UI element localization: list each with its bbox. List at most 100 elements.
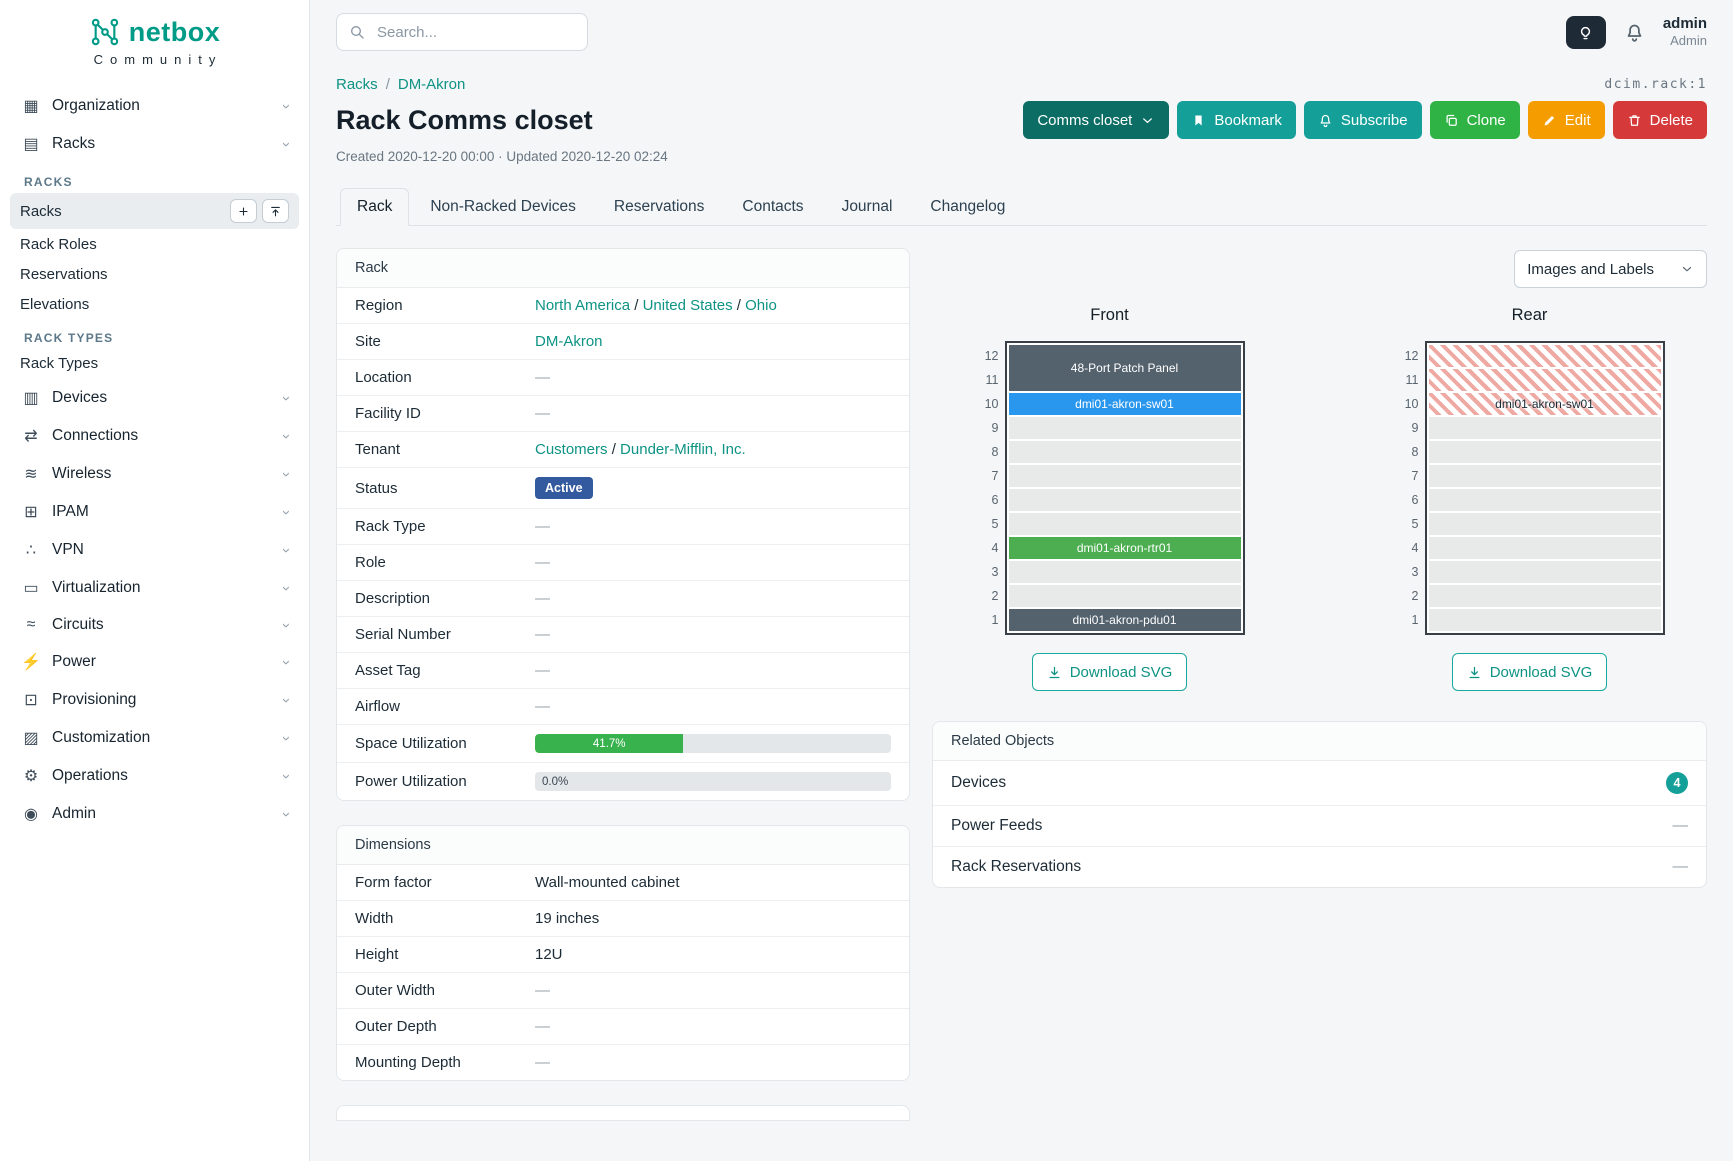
rack-unit-empty[interactable] <box>1008 441 1241 463</box>
sidebar-item-operations[interactable]: ⚙ Operations › <box>10 757 299 795</box>
rack-unit-empty[interactable] <box>1428 465 1661 487</box>
subscribe-button[interactable]: Subscribe <box>1303 101 1422 139</box>
rack-unit-empty[interactable] <box>1008 561 1241 583</box>
rack-unit-empty[interactable] <box>1428 585 1661 607</box>
comms-closet-button[interactable]: Comms closet <box>1023 101 1170 139</box>
netbox-logo-icon <box>89 16 121 48</box>
related-objects-title: Related Objects <box>933 722 1706 761</box>
sidebar-nav: ▦ Organization › ▤ Racks › RACKS Racks Rack Role… <box>0 73 309 847</box>
sidebar-item-label: Power <box>52 653 96 670</box>
download-rear-svg-button[interactable]: Download SVG <box>1451 653 1608 691</box>
rack-unit-empty[interactable] <box>1428 441 1661 463</box>
user-role: Admin <box>1670 33 1707 49</box>
edit-button[interactable]: Edit <box>1527 101 1605 139</box>
clone-button[interactable]: Clone <box>1429 101 1520 139</box>
link-north-america[interactable]: North America <box>535 297 631 314</box>
rack-unit-empty[interactable] <box>1428 609 1661 631</box>
user-menu[interactable]: admin Admin <box>1663 15 1707 50</box>
rack-unit-empty[interactable] <box>1428 417 1661 439</box>
sidebar-item-virtualization[interactable]: ▭ Virtualization › <box>10 569 299 607</box>
rack-unit-empty[interactable] <box>1008 489 1241 511</box>
sidebar-item-vpn[interactable]: ∴ VPN › <box>10 531 299 569</box>
sidebar-item-ipam[interactable]: ⊞ IPAM › <box>10 493 299 531</box>
sidebar-item-reservations[interactable]: Reservations <box>10 260 299 289</box>
virtualization-icon: ▭ <box>23 580 39 597</box>
sidebar-item-provisioning[interactable]: ⊡ Provisioning › <box>10 681 299 719</box>
tab-reservations[interactable]: Reservations <box>613 198 705 215</box>
unit-numbers: 12 11 10 9 8 7 6 5 4 3 2 1 <box>1395 341 1419 635</box>
search-box[interactable] <box>336 13 588 51</box>
import-racks-button[interactable] <box>262 199 289 223</box>
rack-unit-empty[interactable] <box>1428 537 1661 559</box>
sidebar-item-racks[interactable]: Racks <box>10 193 299 229</box>
device-label: dmi01-akron-sw01 <box>1495 397 1594 411</box>
sidebar-item-racks[interactable]: ▤ Racks › <box>10 125 299 163</box>
sidebar-item-elevations[interactable]: Elevations <box>10 290 299 319</box>
detail-value: — <box>535 1018 891 1035</box>
rack-unit-empty[interactable] <box>1008 585 1241 607</box>
detail-row-description: Description — <box>337 580 909 616</box>
rack-elevation: dmi01-akron-sw01 <box>1424 341 1665 635</box>
rack-unit-device[interactable]: dmi01-akron-rtr01 <box>1008 537 1241 559</box>
detail-row-facility-id: Facility ID — <box>337 395 909 431</box>
related-row-devices[interactable]: Devices 4 <box>933 761 1706 805</box>
unit-number: 7 <box>1411 469 1419 483</box>
detail-value: Active <box>535 477 891 499</box>
sidebar-item-rack-roles[interactable]: Rack Roles <box>10 230 299 259</box>
rack-unit-device[interactable]: 48-Port Patch Panel <box>1008 345 1241 391</box>
rack-unit-empty[interactable] <box>1008 465 1241 487</box>
brand-name[interactable]: netbox <box>128 16 221 47</box>
chevron-down-icon: › <box>278 773 295 779</box>
sidebar-item-admin[interactable]: ◉ Admin › <box>10 795 299 833</box>
detail-label: Site <box>355 333 381 350</box>
tab-non-racked-devices[interactable]: Non-Racked Devices <box>430 198 576 215</box>
rear-title: Rear <box>1511 306 1548 324</box>
sidebar-item-devices[interactable]: ▥ Devices › <box>10 379 299 417</box>
sidebar-item-customization[interactable]: ▨ Customization › <box>10 719 299 757</box>
notifications-bell-icon[interactable] <box>1624 22 1645 43</box>
images-labels-toggle[interactable]: Images and Labels <box>1514 250 1707 288</box>
sidebar-item-wireless[interactable]: ≋ Wireless › <box>10 455 299 493</box>
link-customers[interactable]: Customers <box>535 441 608 458</box>
button-label: Comms closet <box>1037 111 1133 129</box>
sidebar-item-connections[interactable]: ⇄ Connections › <box>10 417 299 455</box>
sidebar-item-rack-types[interactable]: Rack Types <box>10 349 299 378</box>
rack-unit-device[interactable]: dmi01-akron-sw01 <box>1008 393 1241 415</box>
link-dunder-mifflin-inc[interactable]: Dunder-Mifflin, Inc. <box>620 441 746 458</box>
tab-changelog[interactable]: Changelog <box>930 198 1006 215</box>
sidebar-item-organization[interactable]: ▦ Organization › <box>10 87 299 125</box>
download-front-svg-button[interactable]: Download SVG <box>1031 653 1188 691</box>
rack-unit-device[interactable]: dmi01-akron-pdu01 <box>1008 609 1241 631</box>
detail-value: — <box>535 626 891 643</box>
theme-toggle-button[interactable] <box>1565 15 1606 49</box>
breadcrumb-racks[interactable]: Racks <box>336 76 378 93</box>
link-ohio[interactable]: Ohio <box>745 297 777 314</box>
search-input[interactable] <box>375 22 575 42</box>
detail-label: Airflow <box>355 698 401 715</box>
sidebar-item-power[interactable]: ⚡ Power › <box>10 643 299 681</box>
tab-journal[interactable]: Journal <box>841 198 893 215</box>
link-united-states[interactable]: United States <box>642 297 733 314</box>
front-rack: 12 11 10 9 8 7 6 5 4 3 2 1 48-Port Patch Panel dmi01-… <box>975 341 1245 635</box>
main: admin Admin Racks / DM-Akron dcim.rack:1… <box>310 0 1733 1161</box>
add-rack-button[interactable] <box>230 199 257 223</box>
detail-row-location: Location — <box>337 359 909 395</box>
rack-unit-empty[interactable] <box>1008 513 1241 535</box>
operations-icon: ⚙ <box>23 768 39 785</box>
bookmark-button[interactable]: Bookmark <box>1177 101 1296 139</box>
unit-number: 8 <box>991 445 999 459</box>
sidebar-item-circuits[interactable]: ≈ Circuits › <box>10 607 299 643</box>
rack-unit-empty[interactable] <box>1008 417 1241 439</box>
detail-row-site: Site DM-Akron <box>337 323 909 359</box>
rack-unit-empty[interactable] <box>1428 513 1661 535</box>
link-dm-akron[interactable]: DM-Akron <box>535 333 603 350</box>
tab-contacts[interactable]: Contacts <box>742 198 804 215</box>
detail-row-width: Width 19 inches <box>337 900 909 936</box>
detail-label: Region <box>355 297 403 314</box>
rack-unit-empty[interactable] <box>1428 561 1661 583</box>
chevron-down-icon: › <box>278 509 295 515</box>
tab-rack[interactable]: Rack <box>340 188 410 226</box>
delete-button[interactable]: Delete <box>1612 101 1707 139</box>
rack-unit-empty[interactable] <box>1428 489 1661 511</box>
breadcrumb-dm-akron[interactable]: DM-Akron <box>397 76 466 93</box>
